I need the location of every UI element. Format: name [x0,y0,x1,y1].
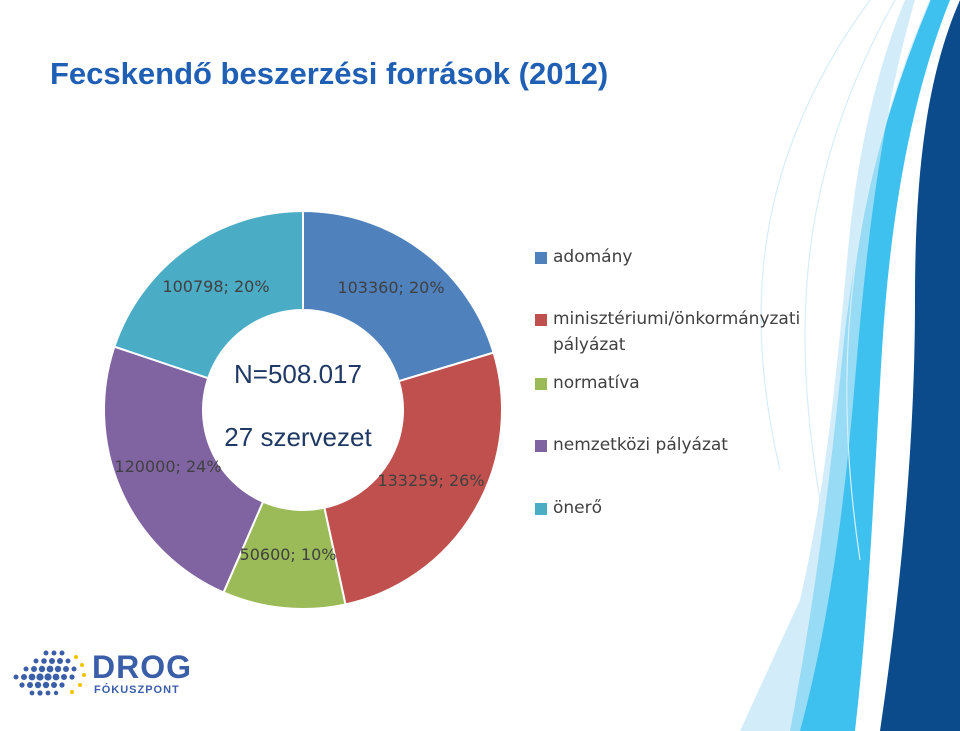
legend-swatch [535,252,547,264]
donut-slice [113,209,304,380]
legend-label: önerő [553,498,603,518]
legend-label: nemzetközi pályázat [553,435,728,455]
donut-slice [323,351,503,606]
legend-label: normatíva [553,373,640,393]
slice-data-label: 133259; 26% [377,471,484,490]
legend-swatch [535,503,547,515]
logo-text: DROG [92,649,192,685]
page-title: Fecskendő beszerzési források (2012) [50,56,609,91]
slice-data-label: 100798; 20% [162,277,269,296]
logo-subtitle: FÓKUSZPONT [94,684,180,696]
slice-data-label: 120000; 24% [114,457,221,476]
donut-slice [302,209,495,383]
legend-label: minisztériumi/önkormányzati pályázat [553,309,801,355]
slice-data-label: 103360; 20% [337,278,444,297]
legend-swatch [535,314,547,326]
donut-slice [103,345,265,594]
slice-data-label: 50600; 10% [240,545,337,564]
legend-swatch [535,440,547,452]
center-text: 27 szervezet [224,422,372,452]
legend-label: adomány [553,247,633,267]
legend-swatch [535,378,547,390]
dot-grid-logo-icon [13,650,86,696]
center-text: N=508.017 [234,359,362,389]
